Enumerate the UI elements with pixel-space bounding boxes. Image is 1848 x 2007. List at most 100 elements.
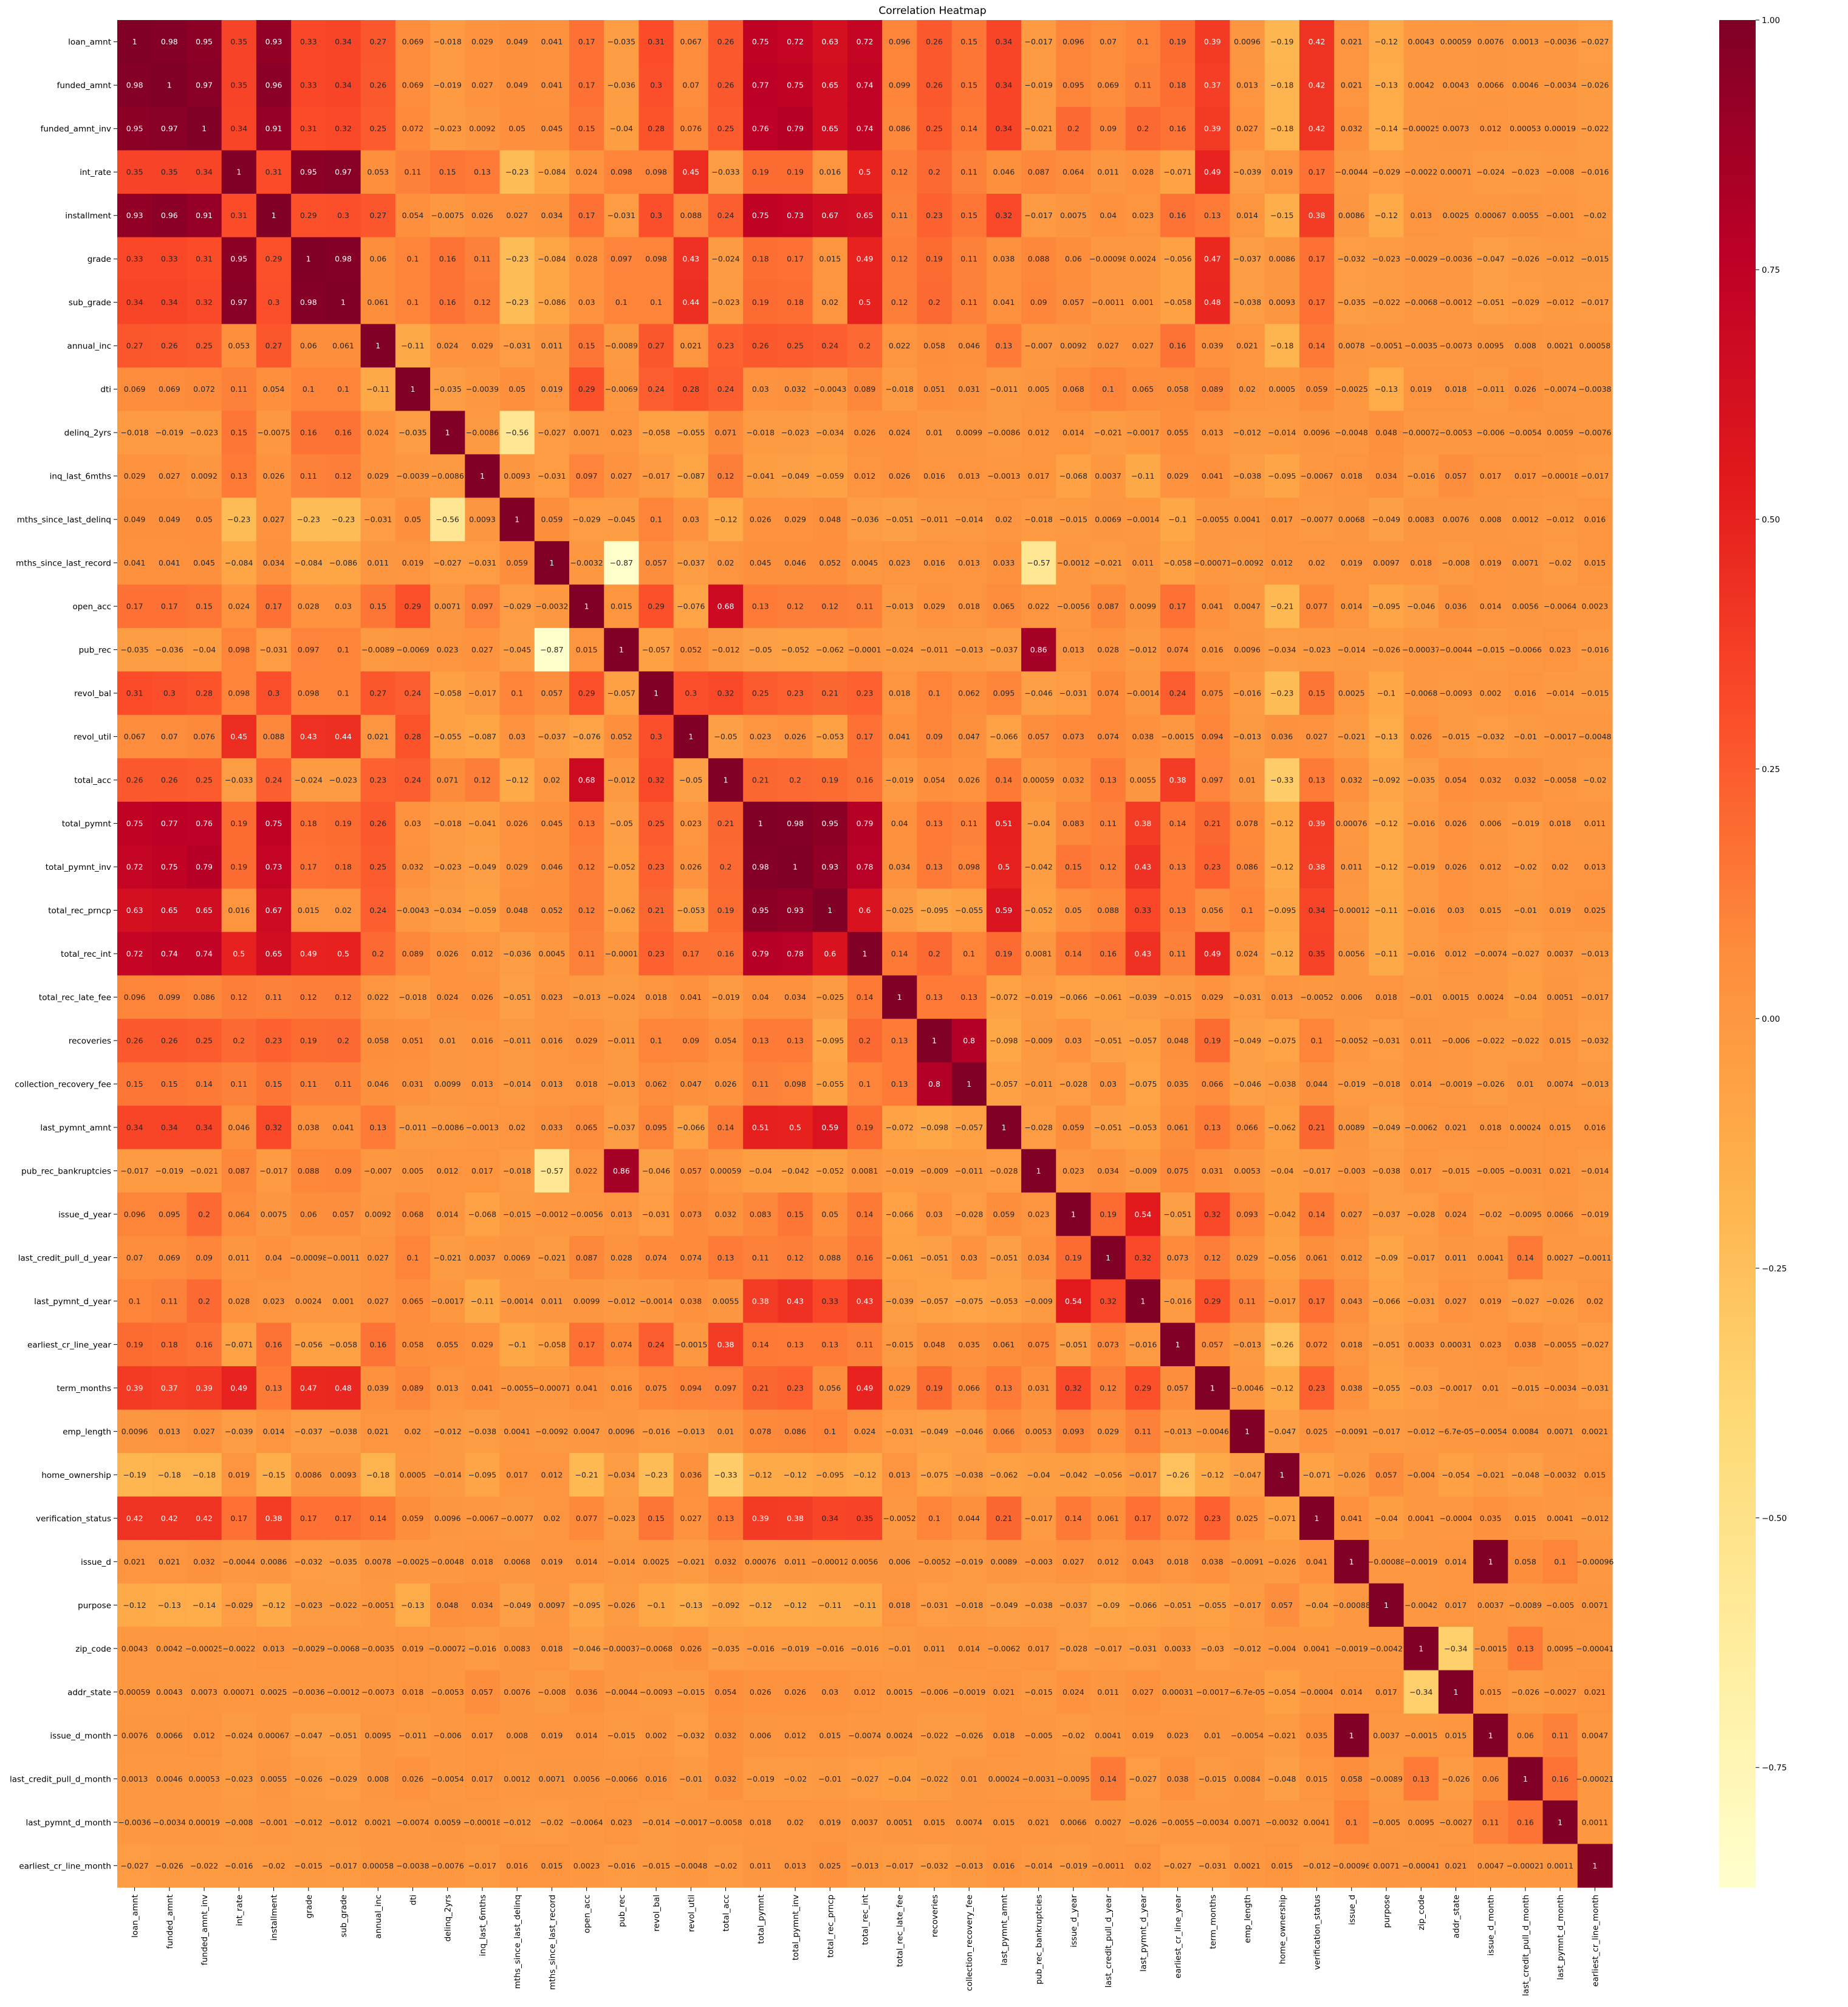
cell-value-label: 0.0025 [261,1687,287,1697]
cell-value-label: 0.038 [1132,732,1154,741]
cell-value-label: 0.0027 [1095,1817,1121,1827]
heatmap-cell [1577,237,1613,281]
cell-value-label: −0.0068 [640,1644,672,1653]
heatmap-cell [569,324,604,368]
cell-value-label: 0.019 [1341,558,1363,567]
cell-value-label: −0.021 [538,1253,566,1262]
cell-value-label: −0.035 [1338,298,1366,307]
cell-value-label: 0.38 [1169,776,1186,785]
heatmap-cell [882,63,917,108]
cell-value-label: 0.1 [337,385,349,394]
cell-value-label: 0.18 [752,255,769,264]
cell-value-label: 0.3 [268,689,280,698]
cell-value-label: −0.016 [1581,168,1609,177]
heatmap-cell [1438,20,1474,64]
cell-value-label: 0.018 [471,1557,493,1566]
heatmap-cell [395,324,431,368]
cell-value-label: 0.029 [1097,1427,1119,1436]
cell-value-label: −0.018 [503,1166,531,1175]
cell-value-label: −0.045 [607,515,635,524]
cell-value-label: −0.042 [1025,863,1053,872]
cell-value-label: 0.26 [926,37,943,46]
cell-value-label: 0.061 [1167,1123,1189,1132]
heatmap-cell [360,280,396,325]
cell-value-label: −0.01 [679,1774,702,1783]
colorbar-tick-label: 0.50 [1762,515,1780,525]
heatmap-cell [951,193,987,238]
cell-value-label: −0.038 [1268,1079,1296,1089]
cell-value-label: 0.00031 [1162,1687,1194,1697]
cell-value-label: 0.075 [1202,689,1223,698]
heatmap-cell [1230,411,1265,455]
heatmap-cell [847,411,883,455]
cell-value-label: 0.097 [298,645,320,654]
cell-value-label: −0.095 [1268,906,1296,915]
cell-value-label: 0.15 [960,37,977,46]
cell-value-label: 0.16 [857,1253,874,1262]
cell-value-label: 0.027 [367,1253,389,1262]
heatmap-cell [221,324,257,368]
cell-value-label: 0.045 [193,558,215,567]
cell-value-label: 0.027 [680,1514,702,1523]
cell-value-label: 0.018 [1549,819,1571,828]
cell-value-label: −0.059 [468,906,496,915]
heatmap-cell [1230,106,1265,151]
heatmap-cell [673,106,709,151]
cell-value-label: −0.066 [1059,993,1087,1002]
cell-value-label: 0.00053 [1510,124,1541,133]
cell-value-label: 0.19 [335,819,352,828]
cell-value-label: 0.0041 [1547,1514,1573,1523]
cell-value-label: −0.0004 [1300,1687,1333,1697]
heatmap-cell [395,193,431,238]
cell-value-label: −0.02 [540,1817,563,1827]
cell-value-label: −0.035 [434,385,462,394]
y-tick-label: total_rec_late_fee [39,993,111,1002]
cell-value-label: −0.0042 [1370,1644,1403,1653]
cell-value-label: 0.0042 [156,1644,183,1653]
cell-value-label: 0.038 [1202,1557,1223,1566]
heatmap-cell [1264,150,1300,194]
cell-value-label: 0.28 [196,689,213,698]
cell-value-label: 0.51 [752,1123,769,1132]
cell-value-label: −0.057 [920,1296,948,1305]
cell-value-label: −0.0053 [431,1687,464,1697]
cell-value-label: −0.0031 [1022,1774,1055,1783]
cell-value-label: −0.019 [955,1557,983,1566]
cell-value-label: 0.008 [1480,515,1502,524]
cell-value-label: 0.015 [1514,1514,1536,1523]
cell-value-label: 0.12 [891,168,908,177]
cell-value-label: −0.019 [1338,1079,1366,1089]
cell-value-label: 0.038 [1514,1340,1536,1349]
cell-value-label: −0.051 [503,993,531,1002]
cell-value-label: −0.019 [156,428,183,437]
cell-value-label: 0.34 [335,37,352,46]
heatmap-cell [812,324,848,368]
heatmap-cell [499,193,535,238]
y-tick-label: earliest_cr_line_year [27,1340,111,1350]
cell-value-label: 0.17 [161,602,178,611]
cell-value-label: 0.0096 [608,1427,635,1436]
cell-value-label: 0.0084 [1512,1427,1539,1436]
cell-value-label: 0.32 [996,211,1013,220]
cell-value-label: −0.026 [1546,1296,1574,1305]
cell-value-label: 0.05 [1065,906,1082,915]
cell-value-label: −0.022 [329,1601,357,1610]
cell-value-label: 0.089 [854,385,876,394]
cell-value-label: 0.5 [789,1123,801,1132]
cell-value-label: 0.019 [541,385,563,394]
cell-value-label: 0.0056 [852,1557,878,1566]
heatmap-cell [326,411,361,455]
cell-value-label: −0.066 [886,1209,914,1219]
cell-value-label: −0.013 [955,1861,983,1870]
cell-value-label: 0.31 [300,124,317,133]
cell-value-label: −0.33 [1270,776,1293,785]
x-tick-label: addr_state [1451,1895,1461,1938]
cell-value-label: 0.0037 [852,1817,878,1827]
cell-value-label: 0.072 [193,385,215,394]
cell-value-label: −0.0074 [848,1731,881,1740]
heatmap-cell [1473,411,1508,455]
cell-value-label: 0.017 [1410,1166,1432,1175]
cell-value-label: 0.066 [1236,1123,1258,1132]
cell-value-label: 0.39 [196,1383,213,1392]
cell-value-label: 0.0096 [434,1514,461,1523]
